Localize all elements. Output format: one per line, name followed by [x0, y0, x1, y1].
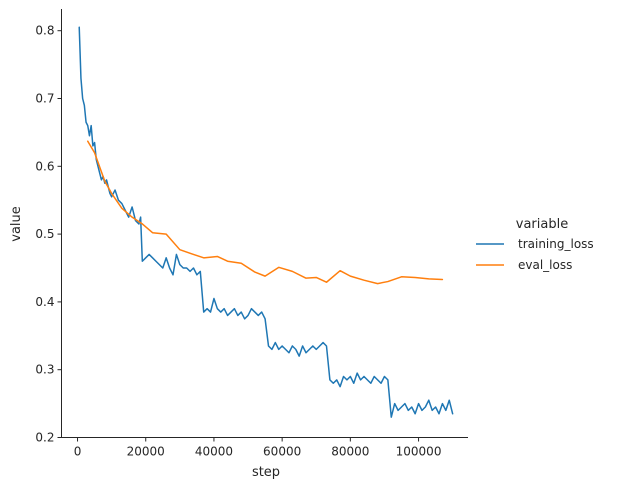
y-tick-label: 0.3: [35, 363, 54, 377]
legend-label: eval_loss: [518, 258, 572, 272]
legend-title: variable: [516, 217, 568, 232]
y-ticks: 0.2 0.3 0.4 0.5 0.6 0.7 0.8: [35, 24, 62, 445]
series-line-eval-loss: [87, 140, 444, 285]
plot-lines: [78, 26, 454, 418]
y-tick-label: 0.5: [35, 227, 54, 241]
y-tick-label: 0.6: [35, 159, 54, 173]
x-axis-label: step: [252, 465, 280, 480]
axes: [61, 9, 468, 438]
x-tick-label: 80000: [331, 445, 369, 459]
x-tick-label: 60000: [263, 445, 301, 459]
x-tick-label: 100000: [396, 445, 442, 459]
x-ticks: 0 20000 40000 60000 80000 100000: [74, 437, 442, 459]
x-tick-label: 0: [74, 445, 82, 459]
x-tick-label: 40000: [195, 445, 233, 459]
series-line-training-loss: [78, 26, 454, 418]
legend-label: training_loss: [518, 237, 594, 251]
y-tick-label: 0.8: [35, 24, 54, 38]
y-tick-label: 0.7: [35, 91, 54, 105]
y-tick-label: 0.2: [35, 431, 54, 445]
y-tick-label: 0.4: [35, 295, 54, 309]
x-tick-label: 20000: [127, 445, 165, 459]
y-axis-label: value: [9, 206, 24, 242]
legend: variable training_loss eval_loss: [476, 217, 594, 272]
